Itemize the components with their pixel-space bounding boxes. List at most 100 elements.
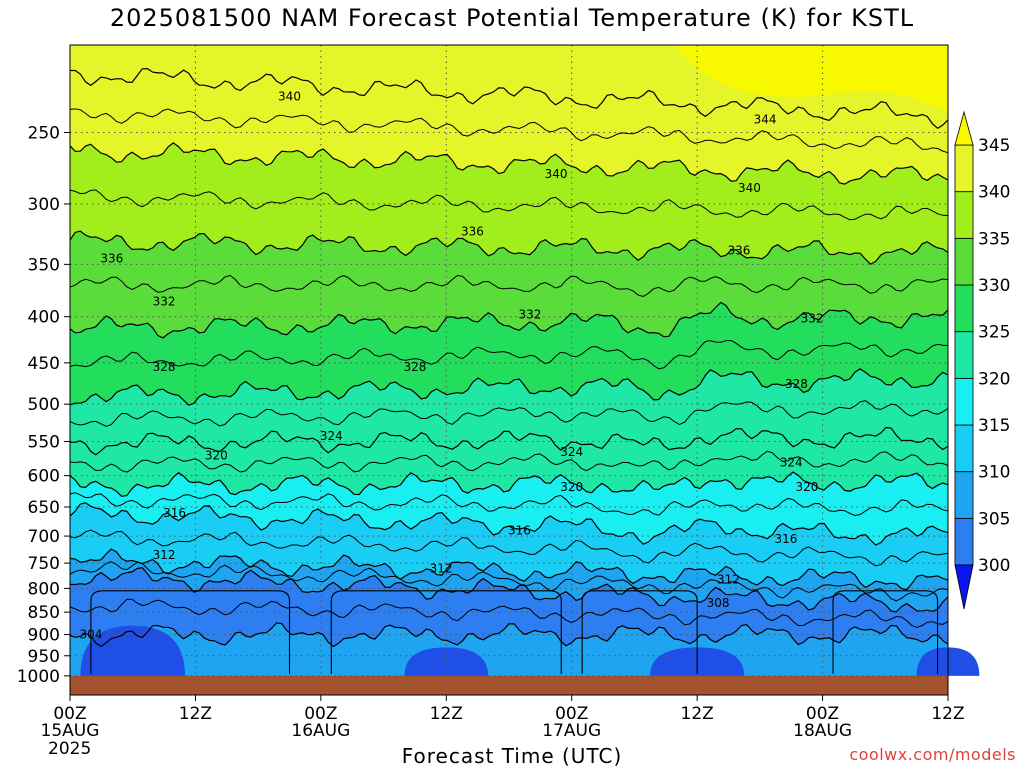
contour-label: 328 xyxy=(153,360,176,374)
colorbar-label: 335 xyxy=(978,229,1010,249)
contour-label: 324 xyxy=(560,445,583,459)
colorbar-label: 310 xyxy=(978,463,1010,483)
contour-label: 336 xyxy=(461,225,484,239)
x-tick-label: 12Z xyxy=(931,704,964,724)
contour-label: 340 xyxy=(278,89,301,103)
y-tick-label: 500 xyxy=(28,395,60,415)
contour-label: 332 xyxy=(801,312,824,326)
colorbar-segment xyxy=(954,284,974,333)
contour-label: 344 xyxy=(754,113,777,127)
contour-label: 332 xyxy=(518,308,541,322)
colorbar-under-arrow xyxy=(954,564,974,610)
colorbar-label: 345 xyxy=(978,136,1010,156)
contour-label: 312 xyxy=(717,572,740,586)
contour-label: 336 xyxy=(100,252,123,266)
y-axis: 250 300 350 400 450 500 550 600 650 700 750 800 850 9… xyxy=(17,123,70,687)
x-tick-date-label: 16AUG xyxy=(291,721,350,741)
contour-320 xyxy=(69,471,949,497)
x-tick-label: 12Z xyxy=(179,704,212,724)
contour-label: 340 xyxy=(545,167,568,181)
y-tick-label: 600 xyxy=(28,467,60,487)
colorbar-label: 340 xyxy=(978,183,1010,203)
contour-316 xyxy=(69,502,949,546)
contour-label: 340 xyxy=(738,181,761,195)
x-tick-label: 00Z xyxy=(555,704,588,724)
contour-332 xyxy=(69,301,949,339)
colorbar-segment xyxy=(954,237,974,286)
x-tick-date-label: 15AUG xyxy=(41,721,100,741)
colorbar-segment xyxy=(954,424,974,473)
colorbar-segment xyxy=(954,331,974,379)
contour-label-layer: 304 308 312 312 312 316 316 316 320 320 320 324 324 3… xyxy=(79,89,823,641)
chart-title: 2025081500 NAM Forecast Potential Temper… xyxy=(109,4,915,32)
contour-310 xyxy=(69,561,949,602)
y-tick-label: 400 xyxy=(28,308,60,328)
cold-pocket-1 xyxy=(80,625,185,676)
colorbar-segment xyxy=(954,144,974,193)
contour-318 xyxy=(69,492,949,517)
colorbar-segment xyxy=(954,517,974,566)
contour-338 xyxy=(69,189,949,221)
contour-label: 328 xyxy=(403,360,426,374)
credit-link[interactable]: coolwx.com/models xyxy=(849,745,1016,764)
contour-label: 316 xyxy=(163,506,186,520)
contour-label: 320 xyxy=(795,480,818,494)
plot-frame xyxy=(69,44,949,696)
contour-312 xyxy=(69,548,949,591)
contour-342 xyxy=(69,108,949,154)
colorbar-label: 330 xyxy=(978,276,1010,296)
contour-label: 312 xyxy=(430,561,453,575)
contour-label: 320 xyxy=(560,480,583,494)
contour-326 xyxy=(69,400,949,427)
x-tick-label: 00Z xyxy=(53,704,86,724)
y-tick-label: 700 xyxy=(28,527,60,547)
colorbar-label: 325 xyxy=(978,323,1010,343)
contour-label: 336 xyxy=(727,244,750,258)
y-tick-label: 1000 xyxy=(17,667,60,687)
contour-label: 324 xyxy=(780,455,803,469)
colorbar-label: 320 xyxy=(978,369,1010,389)
contour-328 xyxy=(69,368,949,406)
y-tick-label: 450 xyxy=(28,354,60,374)
grid-layer xyxy=(69,45,949,677)
x-tick-label: 00Z xyxy=(304,704,337,724)
contour-label: 324 xyxy=(320,429,343,443)
contour-label: 316 xyxy=(508,523,531,537)
contour-314 xyxy=(69,529,949,567)
colorbar-label: 305 xyxy=(978,509,1010,529)
colorbar-label: 315 xyxy=(978,416,1010,436)
theta-band-345 xyxy=(676,45,948,110)
contour-layer xyxy=(69,68,949,674)
y-tick-label: 550 xyxy=(28,433,60,453)
y-tick-label: 850 xyxy=(28,603,60,623)
boundary-layer-contour-2 xyxy=(330,590,562,674)
theta-fill-layer xyxy=(70,45,980,695)
x-tick-label: 00Z xyxy=(806,704,839,724)
contour-label: 328 xyxy=(785,377,808,391)
x-tick-label: 12Z xyxy=(430,704,463,724)
y-tick-label: 350 xyxy=(28,255,60,275)
contour-344 xyxy=(70,68,949,130)
y-tick-label: 800 xyxy=(28,579,60,599)
contour-340 xyxy=(69,142,949,185)
contour-322 xyxy=(69,450,949,473)
x-tick-date-label: 18AUG xyxy=(793,721,852,741)
contour-label: 312 xyxy=(153,548,176,562)
x-tick-date-label: 17AUG xyxy=(542,721,601,741)
contour-334 xyxy=(69,274,949,298)
y-tick-label: 750 xyxy=(28,554,60,574)
contour-336 xyxy=(69,230,949,265)
contour-324 xyxy=(69,426,949,456)
contour-330 xyxy=(69,339,949,370)
colorbar-label: 300 xyxy=(978,556,1010,576)
contour-label: 332 xyxy=(153,295,176,309)
contour-label: 308 xyxy=(707,596,730,610)
contour-label: 316 xyxy=(775,532,798,546)
y-tick-label: 950 xyxy=(28,647,60,667)
colorbar-segment xyxy=(954,191,974,239)
x-tick-label: 12Z xyxy=(681,704,714,724)
colorbar-segment xyxy=(954,471,974,519)
boundary-layer-contour-4 xyxy=(832,590,939,674)
y-tick-label: 300 xyxy=(28,195,60,215)
